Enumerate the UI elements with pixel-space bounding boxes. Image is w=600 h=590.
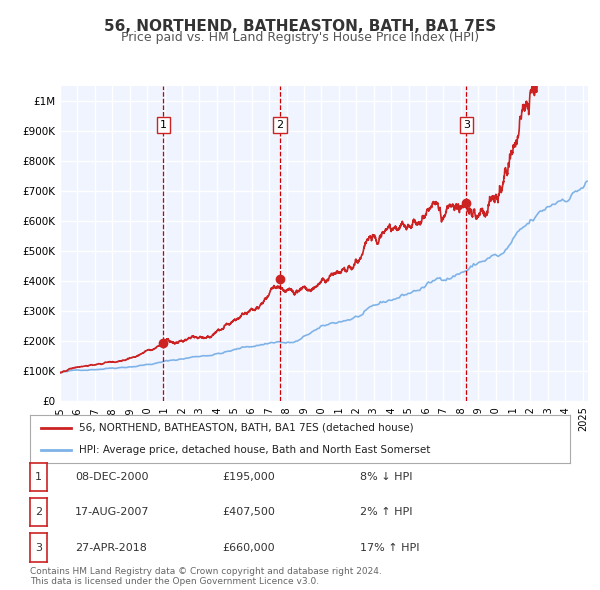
Text: 08-DEC-2000: 08-DEC-2000 xyxy=(75,472,149,481)
Text: £660,000: £660,000 xyxy=(222,543,275,552)
Text: 3: 3 xyxy=(463,120,470,130)
Text: £195,000: £195,000 xyxy=(222,472,275,481)
Text: 56, NORTHEND, BATHEASTON, BATH, BA1 7ES (detached house): 56, NORTHEND, BATHEASTON, BATH, BA1 7ES … xyxy=(79,423,413,433)
Text: HPI: Average price, detached house, Bath and North East Somerset: HPI: Average price, detached house, Bath… xyxy=(79,445,430,455)
Text: 17% ↑ HPI: 17% ↑ HPI xyxy=(360,543,419,552)
Text: 1: 1 xyxy=(35,472,42,481)
Text: 56, NORTHEND, BATHEASTON, BATH, BA1 7ES: 56, NORTHEND, BATHEASTON, BATH, BA1 7ES xyxy=(104,19,496,34)
Text: Price paid vs. HM Land Registry's House Price Index (HPI): Price paid vs. HM Land Registry's House … xyxy=(121,31,479,44)
Text: Contains HM Land Registry data © Crown copyright and database right 2024.
This d: Contains HM Land Registry data © Crown c… xyxy=(30,567,382,586)
Text: 27-APR-2018: 27-APR-2018 xyxy=(75,543,147,552)
Text: 1: 1 xyxy=(160,120,167,130)
Text: 8% ↓ HPI: 8% ↓ HPI xyxy=(360,472,413,481)
Text: 2: 2 xyxy=(277,120,283,130)
Text: 17-AUG-2007: 17-AUG-2007 xyxy=(75,507,149,517)
Text: 3: 3 xyxy=(35,543,42,552)
Text: £407,500: £407,500 xyxy=(222,507,275,517)
Text: 2: 2 xyxy=(35,507,42,517)
Text: 2% ↑ HPI: 2% ↑ HPI xyxy=(360,507,413,517)
